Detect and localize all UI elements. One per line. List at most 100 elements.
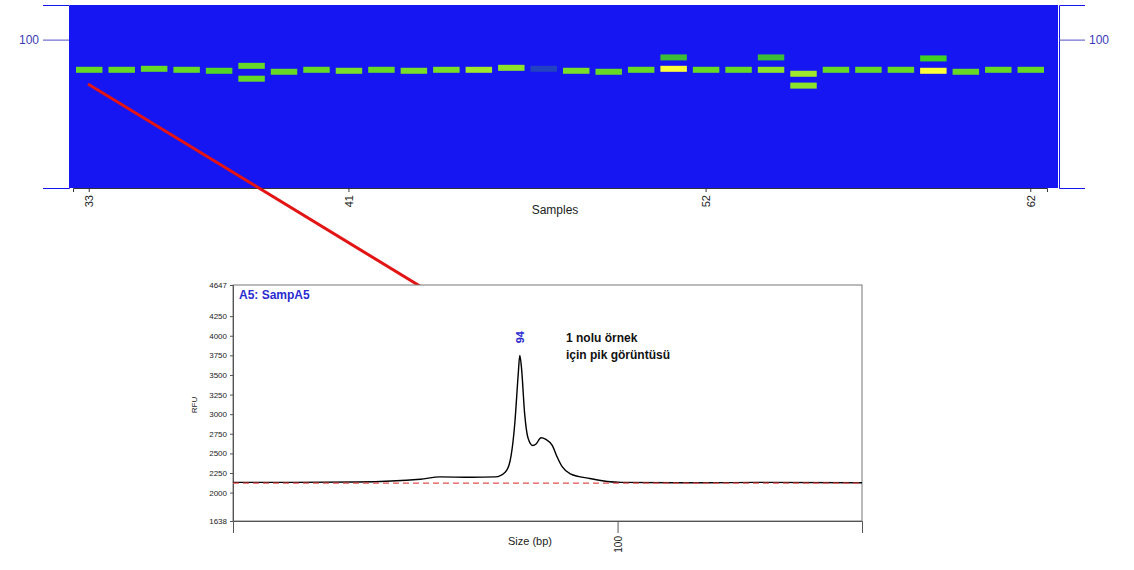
ep-title: A5: SampA5 [239,288,310,302]
gel-band [660,66,686,72]
ep-y-tick-mark [230,453,233,454]
ep-y-tick-label: 2750 [209,430,227,439]
gel-band [433,67,459,73]
gel-band [173,67,199,73]
gel-band [595,69,621,75]
gel-y-axis-left-line [43,6,70,189]
ep-y-tick-mark [230,434,233,435]
ep-y-tick: 2250 [209,469,233,478]
ep-y-axis: 1638 2000 2250 2500 2750 3000 3250 3500 3750 4000… [209,281,233,526]
ep-y-tick-label: 2000 [209,489,227,498]
gel-x-title: Samples [532,203,579,217]
gel-y-axis-left-tick-mark [43,40,69,41]
gel-y-axis-right-tick: 100 [1059,33,1109,47]
gel-band [303,67,329,73]
canvas: 33 41 52 62 Samples 100 100 1638 2000 2250 2500 275… [0,0,1134,570]
gel-x-axis-line [74,189,1048,193]
ep-y-tick-mark [230,285,233,286]
gel-y-axis-right-tick-label: 100 [1089,33,1109,47]
ep-y-axis-line [230,286,234,522]
gel-band [141,66,167,72]
ep-y-tick-mark [230,336,233,337]
ep-y-title: RFU [190,397,199,414]
gel-band [725,67,751,73]
gel-y-axis-right: 100 [1059,6,1109,189]
gel-band [531,66,557,72]
gel-background [70,5,1058,188]
ep-y-tick: 3250 [209,391,233,400]
ep-y-tick: 3500 [209,371,233,380]
ep-y-tick-mark [230,395,233,396]
gel-band [823,67,849,73]
gel-band [108,67,134,73]
ep-y-tick-mark [230,521,233,522]
gel-band [920,55,946,61]
gel-x-tick-label: 52 [700,195,712,207]
ep-y-tick-mark [230,414,233,415]
ep-x-tick-label: 100 [613,536,624,553]
ep-y-tick-mark [230,355,233,356]
ep-y-tick: 1638 [209,517,233,526]
ep-y-tick-mark [230,473,233,474]
gel-band [466,67,492,73]
ep-y-tick: 4647 [209,281,233,290]
gel-band [758,54,784,60]
ep-y-tick: 4250 [209,312,233,321]
gel-y-axis-left: 100 [19,6,70,189]
gel-x-tick-label: 41 [343,195,355,207]
gel-x-tick-mark [348,188,349,192]
ep-y-tick-label: 2500 [209,449,227,458]
gel-band [563,68,589,74]
gel-x-tick: 33 [83,188,95,207]
ep-x-axis-line [234,522,863,534]
ep-y-tick-label: 4250 [209,312,227,321]
ep-x-axis: 100 [234,521,863,553]
note-text: 1 nolu örnek [566,331,638,345]
ep-x-tick-mark [618,521,619,533]
gel-band [368,67,394,73]
ep-y-tick-label: 3750 [209,351,227,360]
ep-y-tick: 2750 [209,430,233,439]
ep-y-tick: 3000 [209,410,233,419]
gel-x-tick-mark [89,188,90,192]
ep-y-tick-mark [230,375,233,376]
gel-y-axis-left-tick-label: 100 [19,33,39,47]
signal-trace [233,355,862,482]
gel-y-axis-right-tick-mark [1059,40,1085,41]
gel-band [790,71,816,77]
gel-x-tick-mark [706,188,707,192]
ep-y-tick: 4000 [209,332,233,341]
gel-x-tick-label: 33 [83,195,95,207]
gel-x-tick-mark [1030,188,1031,192]
gel-band [855,67,881,73]
ep-y-tick: 2000 [209,489,233,498]
ep-x-title: Size (bp) [508,535,552,547]
ep-y-tick: 3750 [209,351,233,360]
ep-y-tick: 2500 [209,449,233,458]
gel-y-axis-right-line [1060,6,1086,189]
baseline-trace [233,483,862,484]
gel-band [920,68,946,74]
ep-x-tick: 100 [613,521,624,553]
ep-traces [233,355,862,483]
gel-band [238,63,264,69]
ep-y-tick-label: 3000 [209,410,227,419]
gel-band [660,54,686,60]
ep-y-tick-mark [230,493,233,494]
note-text: için pik görüntüsü [566,348,670,362]
ep-y-tick-label: 4647 [209,281,227,290]
gel-band [1018,67,1044,73]
gel-band [238,76,264,82]
gel-band [336,68,362,74]
ep-y-tick-label: 1638 [209,517,227,526]
gel-band [953,69,979,75]
gel-x-tick-label: 62 [1025,195,1037,207]
gel-x-tick: 41 [343,188,355,207]
gel-band [758,67,784,73]
gel-band [888,67,914,73]
gel-y-axis-left-tick: 100 [19,33,69,47]
gel-band [271,69,297,75]
gel-bands [76,54,1044,88]
gel-band [693,67,719,73]
gel-band [76,67,102,73]
